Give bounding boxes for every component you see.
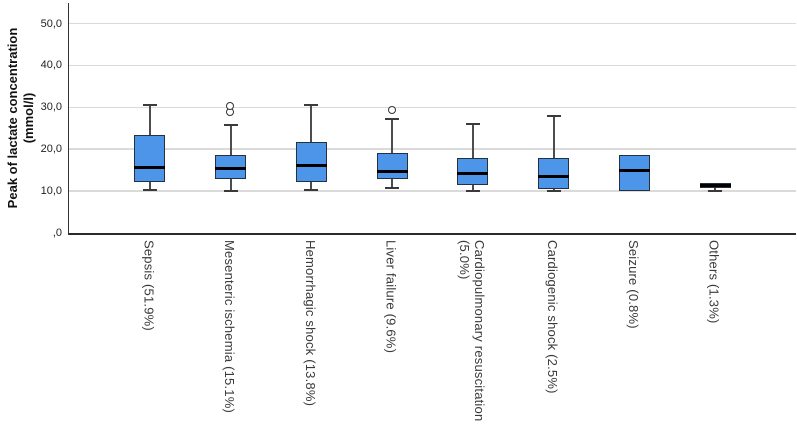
whisker-bottom-others-1-3 [714, 188, 717, 191]
category-label-mesenteric-ischemia-15-1: Mesenteric ischemia (15.1%) [222, 240, 238, 414]
y-axis-title: Peak of lactate concentration (mmol/l) [5, 27, 36, 209]
gridline-20 [69, 148, 796, 150]
whisker-cap-bottom-others-1-3 [708, 189, 723, 192]
category-label-seizure-0-8: Seizure (0.8%) [625, 240, 641, 329]
outlier-point-liver-failure-9-6-0 [387, 106, 396, 115]
gridline-10 [69, 190, 796, 192]
gridline-50 [69, 22, 796, 25]
category-label-sepsis-51-9: Sepsis (51.9%) [141, 240, 157, 331]
median-line-cardiogenic-shock-2-5 [538, 175, 570, 179]
whisker-cap-bottom-mesenteric-ischemia-15-1 [223, 190, 238, 193]
box-liver-failure-9-6 [376, 153, 408, 179]
box-sepsis-51-9 [134, 135, 166, 183]
whisker-cap-bottom-sepsis-51-9 [142, 188, 157, 191]
box-cardiopulmonary-resuscitation-5-0 [457, 157, 489, 186]
y-tick-label-10: 10,0 [40, 185, 62, 198]
whisker-cap-bottom-hemorrhagic-shock-13-8 [304, 188, 319, 191]
median-line-hemorrhagic-shock-13-8 [295, 163, 327, 167]
whisker-cap-top-liver-failure-9-6 [385, 118, 400, 121]
whisker-cap-bottom-liver-failure-9-6 [385, 186, 400, 189]
category-label-liver-failure-9-6: Liver failure (9.6%) [383, 240, 399, 354]
box-seizure-0-8 [618, 155, 650, 191]
plot-area [68, 3, 796, 235]
whisker-cap-top-mesenteric-ischemia-15-1 [223, 123, 238, 126]
median-line-liver-failure-9-6 [376, 170, 408, 174]
box-mesenteric-ischemia-15-1 [215, 155, 247, 180]
whisker-top-cardiogenic-shock-2-5 [552, 115, 555, 159]
whisker-cap-top-cardiogenic-shock-2-5 [546, 114, 561, 117]
whisker-bottom-sepsis-51-9 [148, 182, 151, 190]
whisker-cap-top-sepsis-51-9 [142, 103, 157, 106]
median-line-sepsis-51-9 [134, 166, 166, 170]
median-line-mesenteric-ischemia-15-1 [215, 167, 247, 171]
category-label-hemorrhagic-shock-13-8: Hemorrhagic shock (13.8%) [302, 240, 318, 407]
y-tick-label-0: ,0 [52, 227, 62, 239]
median-line-others-1-3 [699, 184, 731, 188]
gridline-40 [69, 64, 796, 67]
y-tick-label-40: 40,0 [40, 59, 62, 72]
whisker-bottom-mesenteric-ischemia-15-1 [229, 179, 232, 192]
whisker-bottom-cardiopulmonary-resuscitation-5-0 [471, 185, 474, 192]
median-line-seizure-0-8 [618, 169, 650, 173]
whisker-top-cardiopulmonary-resuscitation-5-0 [471, 124, 474, 158]
whisker-top-liver-failure-9-6 [391, 119, 394, 154]
box-cardiogenic-shock-2-5 [538, 158, 570, 190]
whisker-top-hemorrhagic-shock-13-8 [310, 105, 313, 142]
whisker-top-sepsis-51-9 [148, 104, 151, 136]
outlier-point-mesenteric-ischemia-15-1-1 [226, 102, 235, 111]
category-label-cardiogenic-shock-2-5: Cardiogenic shock (2.5%) [545, 240, 561, 394]
y-tick-label-30: 30,0 [40, 101, 62, 114]
category-label-others-1-3: Others (1.3%) [706, 240, 722, 324]
whisker-cap-bottom-cardiogenic-shock-2-5 [546, 189, 561, 192]
y-tick-label-50: 50,0 [40, 17, 62, 30]
median-line-cardiopulmonary-resuscitation-5-0 [457, 172, 489, 176]
whisker-bottom-liver-failure-9-6 [391, 178, 394, 188]
whisker-cap-bottom-cardiopulmonary-resuscitation-5-0 [465, 190, 480, 193]
gridline-30 [69, 106, 796, 109]
whisker-cap-top-cardiopulmonary-resuscitation-5-0 [465, 123, 480, 126]
whisker-cap-top-hemorrhagic-shock-13-8 [304, 104, 319, 107]
whisker-bottom-hemorrhagic-shock-13-8 [310, 181, 313, 190]
whisker-top-mesenteric-ischemia-15-1 [229, 124, 232, 156]
box-hemorrhagic-shock-13-8 [295, 141, 327, 182]
category-label-cardiopulmonary-resuscitation-5-0: Cardiopulmonary resuscitation (5.0%) [456, 240, 487, 422]
y-tick-label-20: 20,0 [40, 143, 62, 156]
